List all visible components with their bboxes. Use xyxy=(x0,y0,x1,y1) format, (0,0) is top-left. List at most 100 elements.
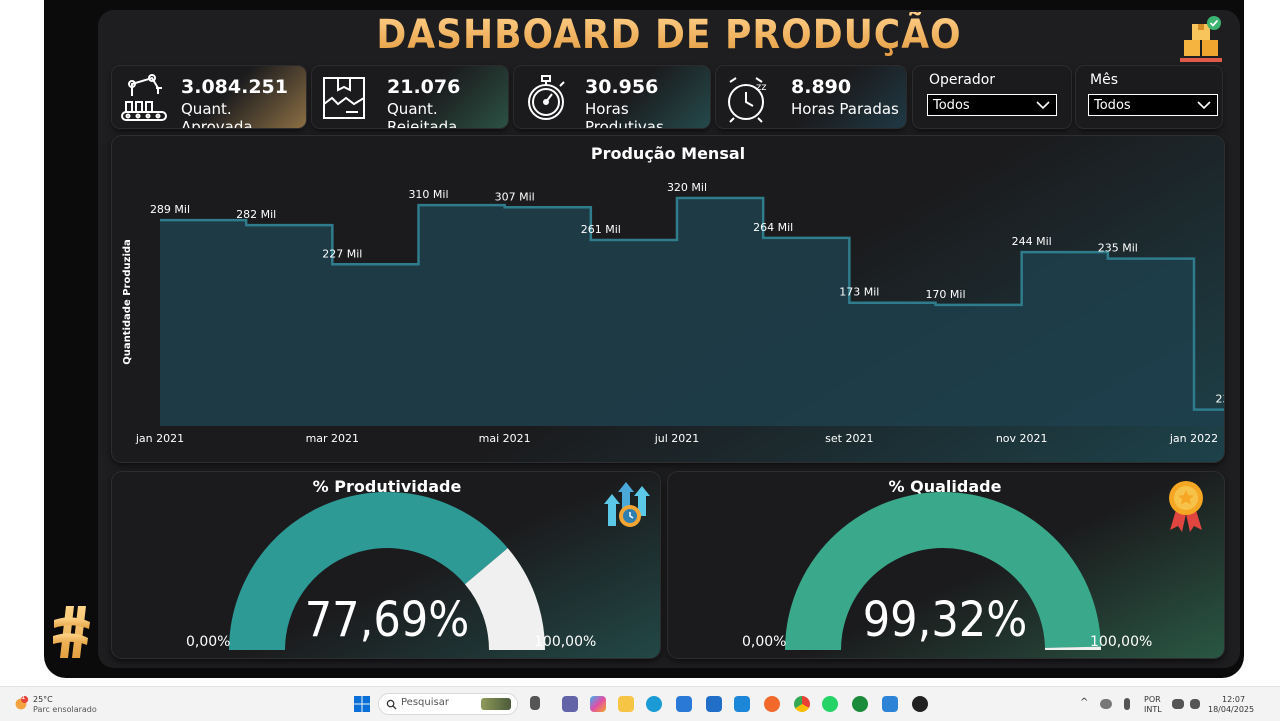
production-step-area-chart: 289 Mil 282 Mil 227 Mil 310 Mil 307 Mil 261 M… xyxy=(122,181,1224,445)
clock-time[interactable]: 12:07 xyxy=(1222,695,1246,704)
slicer-operador: Operador Todos xyxy=(913,66,1071,128)
phone-link-icon[interactable] xyxy=(852,696,868,712)
microphone-icon[interactable] xyxy=(1124,698,1130,710)
svg-text:zz: zz xyxy=(756,82,767,93)
medal-star-icon xyxy=(1169,481,1203,532)
data-label: 261 Mil xyxy=(581,223,621,236)
kpi-approved-label: Quant. Aprovada xyxy=(181,100,253,128)
weather-sun-icon[interactable] xyxy=(12,695,30,713)
taskbar-search[interactable]: Pesquisar xyxy=(378,693,518,715)
windows-taskbar: 1 25°C Parc ensolarado Pesquisar ^ POR I… xyxy=(0,686,1280,721)
x-tick-label: set 2021 xyxy=(825,432,873,445)
x-tick-label: jan 2022 xyxy=(1169,432,1218,445)
y-axis-label: Quantidade Produzida xyxy=(122,239,133,365)
productivity-min-label: 0,00% xyxy=(186,634,231,650)
kpi-card-stopped-hours: zz 8.890 Horas Paradas xyxy=(716,66,906,128)
data-label: 310 Mil xyxy=(408,188,448,201)
weather-desc: Parc ensolarado xyxy=(33,705,97,714)
kpi-stopped-hours-value: 8.890 xyxy=(791,76,852,98)
data-label: 170 Mil xyxy=(925,288,965,301)
windows-start-icon[interactable] xyxy=(354,696,370,712)
gauge-remaining-arc xyxy=(1044,646,1101,650)
kpi-stopped-hours-label: Horas Paradas xyxy=(791,100,899,118)
teams-chat-icon[interactable] xyxy=(562,696,578,712)
onedrive-icon[interactable] xyxy=(1100,699,1112,709)
notification-count: 1 xyxy=(21,693,26,701)
vscode-icon[interactable] xyxy=(734,696,750,712)
data-label: 289 Mil xyxy=(150,203,190,216)
data-label: 235 Mil xyxy=(1098,242,1138,255)
chart-title: Produção Mensal xyxy=(590,144,746,163)
production-area-fill xyxy=(160,198,1224,426)
page-title: DASHBOARD DE PRODUÇÃO xyxy=(98,12,1240,58)
x-tick-label: mai 2021 xyxy=(479,432,531,445)
damaged-box-icon xyxy=(323,77,365,119)
quality-value: 99,32% xyxy=(862,592,1028,648)
productivity-gauge-panel: % Produtividade 77,69% 0,00% 100,00% xyxy=(112,472,660,658)
gauge-value-arc xyxy=(229,492,508,650)
weather-temp: 25°C xyxy=(33,695,53,704)
productivity-gauge xyxy=(229,492,545,650)
snipping-tool-icon[interactable] xyxy=(882,696,898,712)
search-icon xyxy=(386,699,397,710)
data-label: 244 Mil xyxy=(1012,235,1052,248)
kpi-rejected-label: Quant. Rejeitada xyxy=(387,100,458,128)
edge-browser-icon[interactable] xyxy=(646,696,662,712)
kpi-productive-hours-value: 30.956 xyxy=(585,76,659,98)
x-tick-label: jan 2021 xyxy=(135,432,184,445)
operador-dropdown-value: Todos xyxy=(933,98,970,113)
file-explorer-icon[interactable] xyxy=(618,696,634,712)
quality-title: % Qualidade xyxy=(888,477,1002,496)
robot-arm-icon xyxy=(121,74,167,121)
language-code[interactable]: POR xyxy=(1144,695,1161,704)
data-label: 282 Mil xyxy=(236,208,276,221)
boxes-check-icon xyxy=(1180,16,1222,62)
quality-gauge xyxy=(785,491,1101,650)
volume-icon[interactable] xyxy=(1190,699,1200,709)
search-highlight-image xyxy=(481,698,511,710)
x-tick-label: jul 2021 xyxy=(654,432,700,445)
productivity-arrows-clock-icon xyxy=(604,482,650,527)
x-tick-label: mar 2021 xyxy=(306,432,359,445)
data-label: 320 Mil xyxy=(667,181,707,194)
slicer-mes: Mês Todos xyxy=(1076,66,1222,128)
production-chart-panel: Produção Mensal 289 Mil 282 Mil 227 Mil 310… xyxy=(112,136,1224,462)
clock-date[interactable]: 18/04/2025 xyxy=(1208,705,1255,714)
kpi-approved-value: 3.084.251 xyxy=(181,76,288,98)
copilot-icon[interactable] xyxy=(590,696,606,712)
search-placeholder: Pesquisar xyxy=(401,697,449,708)
data-label: 173 Mil xyxy=(839,286,879,299)
quality-gauge-panel: % Qualidade 99,32% 0,00% 100,00% xyxy=(668,472,1224,658)
whatsapp-icon[interactable] xyxy=(822,696,838,712)
gauge-value-arc xyxy=(785,491,1101,650)
sleeping-clock-icon: zz xyxy=(728,77,767,123)
keyboard-layout[interactable]: INTL xyxy=(1144,705,1162,714)
data-label: 227 Mil xyxy=(322,247,362,260)
slicer-operador-label: Operador xyxy=(929,72,996,88)
gauge-remaining-arc xyxy=(464,548,545,650)
mes-dropdown-value: Todos xyxy=(1094,98,1131,113)
mes-dropdown[interactable]: Todos xyxy=(1088,94,1218,116)
store-icon[interactable] xyxy=(676,696,692,712)
x-tick-label: nov 2021 xyxy=(996,432,1048,445)
tray-chevron-up-icon[interactable]: ^ xyxy=(1080,697,1089,708)
chrome-icon[interactable] xyxy=(794,696,810,712)
obs-icon[interactable] xyxy=(912,696,928,712)
mail-icon[interactable] xyxy=(706,696,722,712)
kpi-card-rejected: 21.076 Quant. Rejeitada xyxy=(312,66,508,128)
quality-min-label: 0,00% xyxy=(742,634,787,650)
data-label: 23 Mil xyxy=(1215,393,1224,406)
quality-max-label: 100,00% xyxy=(1090,634,1153,650)
kpi-card-approved: 3.084.251 Quant. Aprovada xyxy=(112,66,306,128)
kpi-card-productive-hours: 30.956 Horas Produtivas xyxy=(514,66,710,128)
slicer-mes-label: Mês xyxy=(1090,72,1118,88)
stopwatch-icon xyxy=(528,75,565,120)
network-icon[interactable] xyxy=(1172,699,1184,709)
chevron-down-icon xyxy=(1036,101,1050,110)
task-view-icon[interactable] xyxy=(530,696,540,710)
productivity-value: 77,69% xyxy=(304,592,470,648)
operador-dropdown[interactable]: Todos xyxy=(927,94,1057,116)
hashtag-logo-icon xyxy=(53,606,90,658)
firefox-icon[interactable] xyxy=(764,696,780,712)
production-series-line xyxy=(160,196,1224,411)
